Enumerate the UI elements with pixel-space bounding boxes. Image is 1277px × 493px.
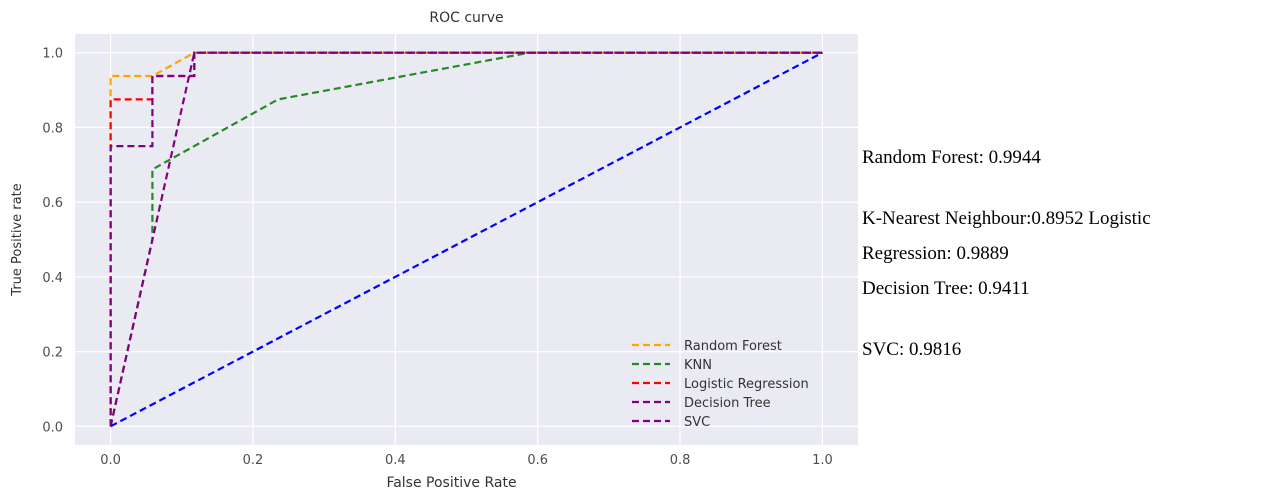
x-tick-label: 0.2 [243, 453, 264, 468]
y-tick-label: 0.4 [42, 271, 63, 286]
legend-label: Random Forest [684, 339, 782, 354]
tick-label-layer: 0.0 0.2 0.4 0.6 0.8 1.0 0.0 0.2 0.4 0.6 0.8 1.0 [42, 47, 832, 468]
roc-chart-svg: 0.0 0.2 0.4 0.6 0.8 1.0 0.0 0.2 0.4 0.6 0.8 1.0 Ran… [10, 10, 858, 491]
y-tick-label: 0.8 [42, 121, 63, 136]
score-svc: SVC: 0.9816 [862, 339, 962, 360]
chart-title: ROC curve [429, 10, 503, 26]
series-line-svc [109, 51, 823, 427]
y-tick-label: 0.6 [42, 196, 63, 211]
x-tick-label: 0.0 [100, 453, 121, 468]
series-layer [109, 51, 823, 428]
legend-label: Decision Tree [684, 396, 771, 411]
roc-chart: 0.0 0.2 0.4 0.6 0.8 1.0 0.0 0.2 0.4 0.6 0.8 1.0 Ran… [10, 10, 858, 491]
grid-layer [75, 34, 858, 445]
y-tick-label: 1.0 [42, 47, 63, 62]
legend: Random Forest KNN Logistic Regression Decis… [632, 339, 809, 430]
score-logistic-regression: Regression: 0.9889 [862, 243, 1009, 264]
x-tick-label: 0.6 [527, 453, 548, 468]
legend-label: KNN [684, 358, 712, 373]
y-axis-label: True Positive rate [10, 183, 25, 296]
x-axis-label: False Positive Rate [386, 475, 516, 491]
series-line-decision-tree [109, 51, 823, 427]
series-line-diagonal [110, 51, 823, 428]
legend-label: SVC [684, 415, 710, 430]
legend-label: Logistic Regression [684, 377, 809, 392]
score-random-forest: Random Forest: 0.9944 [862, 147, 1041, 168]
x-tick-label: 0.4 [385, 453, 406, 468]
x-tick-label: 0.8 [670, 453, 691, 468]
x-tick-label: 1.0 [812, 453, 833, 468]
score-knn: K-Nearest Neighbour:0.8952 Logistic [862, 208, 1151, 229]
y-tick-label: 0.0 [42, 420, 63, 435]
scores-panel: Random Forest: 0.9944 K-Nearest Neighbou… [862, 0, 1274, 493]
y-tick-label: 0.2 [42, 346, 63, 361]
score-decision-tree: Decision Tree: 0.9411 [862, 278, 1030, 299]
